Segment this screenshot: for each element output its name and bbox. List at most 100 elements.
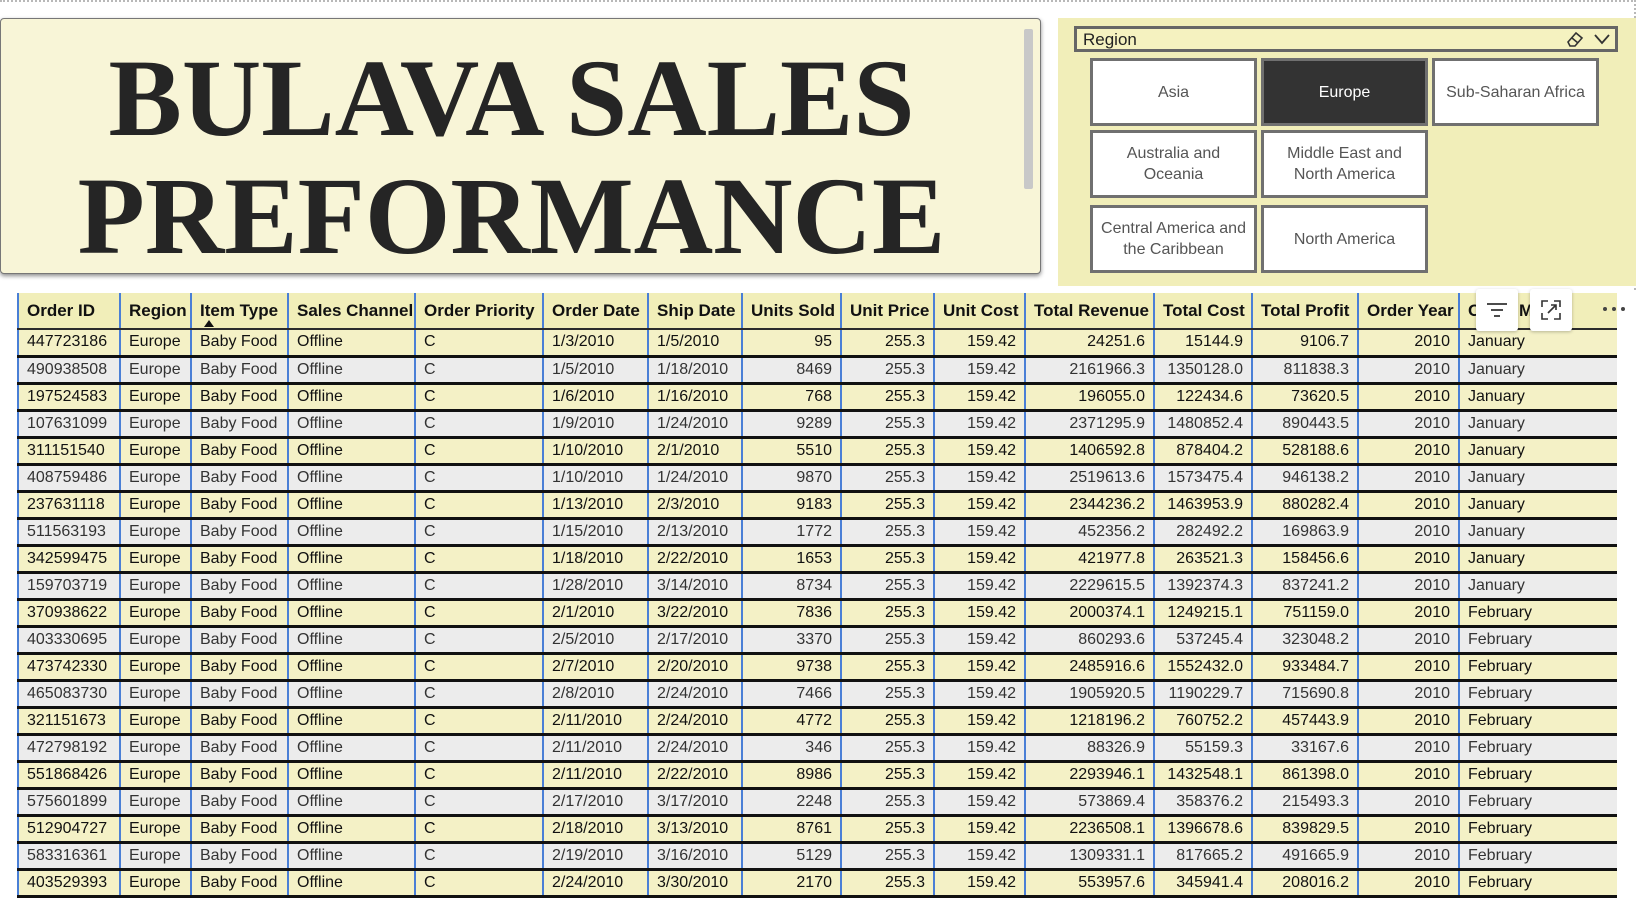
title-card[interactable]: BULAVA SALES PREFORMANCE (0, 18, 1041, 275)
table-row[interactable]: 237631118 Europe Baby Food Offline C 1/13/201… (17, 491, 1617, 520)
slicer-tile-middle-east[interactable]: Middle East and North America (1261, 130, 1428, 198)
chevron-down-icon[interactable] (1593, 30, 1611, 48)
column-header-item-type[interactable]: Item Type (191, 293, 289, 330)
table-cell: 3/30/2010 (648, 869, 743, 898)
column-header-total-profit[interactable]: Total Profit (1252, 293, 1359, 330)
table-cell: Europe (120, 464, 192, 493)
focus-mode-icon[interactable] (1530, 289, 1572, 331)
table-cell: 7836 (742, 599, 842, 628)
table-cell: 2010 (1358, 329, 1460, 358)
table-cell: 403529393 (17, 869, 121, 898)
table-cell: 1218196.2 (1025, 707, 1155, 736)
table-row[interactable]: 311151540 Europe Baby Food Offline C 1/10/201… (17, 437, 1617, 466)
slicer-tile-central-america[interactable]: Central America and the Caribbean (1090, 205, 1257, 273)
column-header-label: Order Date (552, 300, 640, 320)
region-slicer[interactable]: Region Asia Europe Sub-Saharan Africa Au… (1058, 18, 1636, 286)
table-cell: Offline (288, 518, 416, 547)
table-cell: Baby Food (191, 491, 289, 520)
table-row[interactable]: 551868426 Europe Baby Food Offline C 2/11/201… (17, 761, 1617, 790)
table-row[interactable]: 321151673 Europe Baby Food Offline C 2/11/201… (17, 707, 1617, 736)
table-cell: 1/28/2010 (543, 572, 649, 601)
table-row[interactable]: 370938622 Europe Baby Food Offline C 2/1/2010… (17, 599, 1617, 628)
table-cell: 159.42 (934, 545, 1026, 574)
more-options-icon[interactable] (1594, 299, 1634, 319)
table-cell: 255.3 (841, 356, 935, 385)
table-cell: 490938508 (17, 356, 121, 385)
slicer-tile-europe[interactable]: Europe (1261, 58, 1428, 126)
table-cell: 1/10/2010 (543, 464, 649, 493)
table-cell: 255.3 (841, 788, 935, 817)
table-cell: Europe (120, 842, 192, 871)
table-row[interactable]: 159703719 Europe Baby Food Offline C 1/28/201… (17, 572, 1617, 601)
table-row[interactable]: 403330695 Europe Baby Food Offline C 2/5/2010… (17, 626, 1617, 655)
table-cell: Europe (120, 734, 192, 763)
column-header-order-date[interactable]: Order Date (543, 293, 649, 330)
table-row[interactable]: 197524583 Europe Baby Food Offline C 1/6/2010… (17, 383, 1617, 412)
column-header-order-year[interactable]: Order Year (1358, 293, 1460, 330)
column-header-region[interactable]: Region (120, 293, 192, 330)
column-header-sales-channel[interactable]: Sales Channel (288, 293, 416, 330)
table-cell: 1552432.0 (1154, 653, 1253, 682)
table-row[interactable]: 473742330 Europe Baby Food Offline C 2/7/2010… (17, 653, 1617, 682)
table-cell: 8986 (742, 761, 842, 790)
column-header-order-priority[interactable]: Order Priority (415, 293, 544, 330)
table-row[interactable]: 107631099 Europe Baby Food Offline C 1/9/2010… (17, 410, 1617, 439)
table-cell: 255.3 (841, 680, 935, 709)
column-header-total-cost[interactable]: Total Cost (1154, 293, 1253, 330)
table-row[interactable]: 512904727 Europe Baby Food Offline C 2/18/201… (17, 815, 1617, 844)
slicer-tile-asia[interactable]: Asia (1090, 58, 1257, 126)
table-row[interactable]: 447723186 Europe Baby Food Offline C 1/3/2010… (17, 329, 1617, 358)
table-cell: February (1459, 707, 1617, 736)
table-cell: 3/22/2010 (648, 599, 743, 628)
table-cell: January (1459, 437, 1617, 466)
table-cell: C (415, 707, 544, 736)
table-row[interactable]: 511563193 Europe Baby Food Offline C 1/15/201… (17, 518, 1617, 547)
table-row[interactable]: 342599475 Europe Baby Food Offline C 1/18/201… (17, 545, 1617, 574)
table-cell: C (415, 491, 544, 520)
table-cell: 1432548.1 (1154, 761, 1253, 790)
column-header-ship-date[interactable]: Ship Date (648, 293, 743, 330)
table-row[interactable]: 472798192 Europe Baby Food Offline C 2/11/201… (17, 734, 1617, 763)
table-row[interactable]: 575601899 Europe Baby Food Offline C 2/17/201… (17, 788, 1617, 817)
column-header-units-sold[interactable]: Units Sold (742, 293, 842, 330)
table-cell: Baby Food (191, 761, 289, 790)
slicer-title: Region (1083, 30, 1137, 49)
column-header-unit-price[interactable]: Unit Price (841, 293, 935, 330)
table-cell: 159.42 (934, 518, 1026, 547)
table-cell: 1905920.5 (1025, 680, 1155, 709)
filter-icon[interactable] (1476, 289, 1518, 331)
column-header-total-revenue[interactable]: Total Revenue (1025, 293, 1155, 330)
table-row[interactable]: 408759486 Europe Baby Food Offline C 1/10/201… (17, 464, 1617, 493)
table-cell: 159.42 (934, 410, 1026, 439)
slicer-tile-north-america[interactable]: North America (1261, 205, 1428, 273)
table-cell: 255.3 (841, 572, 935, 601)
column-header-order-id[interactable]: Order ID (17, 293, 121, 330)
title-scrollbar[interactable] (1024, 29, 1033, 189)
table-row[interactable]: 490938508 Europe Baby Food Offline C 1/5/2010… (17, 356, 1617, 385)
table-cell: Baby Food (191, 869, 289, 898)
table-cell: 1392374.3 (1154, 572, 1253, 601)
table-cell: Baby Food (191, 545, 289, 574)
table-cell: 255.3 (841, 869, 935, 898)
table-cell: Baby Food (191, 383, 289, 412)
table-cell: 2229615.5 (1025, 572, 1155, 601)
table-cell: Europe (120, 680, 192, 709)
table-row[interactable]: 465083730 Europe Baby Food Offline C 2/8/2010… (17, 680, 1617, 709)
sales-table-visual[interactable]: Order ID Region Item Type Sales Channel Orde… (17, 293, 1617, 902)
table-row[interactable]: 583316361 Europe Baby Food Offline C 2/19/201… (17, 842, 1617, 871)
table-cell: 107631099 (17, 410, 121, 439)
table-cell: 2010 (1358, 626, 1460, 655)
table-cell: 553957.6 (1025, 869, 1155, 898)
table-cell: 472798192 (17, 734, 121, 763)
sales-table: Order ID Region Item Type Sales Channel Orde… (17, 293, 1617, 898)
column-header-unit-cost[interactable]: Unit Cost (934, 293, 1026, 330)
eraser-icon[interactable] (1565, 30, 1585, 48)
table-row[interactable]: 403529393 Europe Baby Food Offline C 2/24/201… (17, 869, 1617, 898)
table-cell: Europe (120, 383, 192, 412)
table-cell: 2/24/2010 (648, 707, 743, 736)
table-cell: 551868426 (17, 761, 121, 790)
column-header-label: Total Profit (1261, 300, 1350, 320)
slicer-tile-sub-saharan-africa[interactable]: Sub-Saharan Africa (1432, 58, 1599, 126)
slicer-tile-australia-and-oceania[interactable]: Australia and Oceania (1090, 130, 1257, 198)
table-cell: 15144.9 (1154, 329, 1253, 358)
